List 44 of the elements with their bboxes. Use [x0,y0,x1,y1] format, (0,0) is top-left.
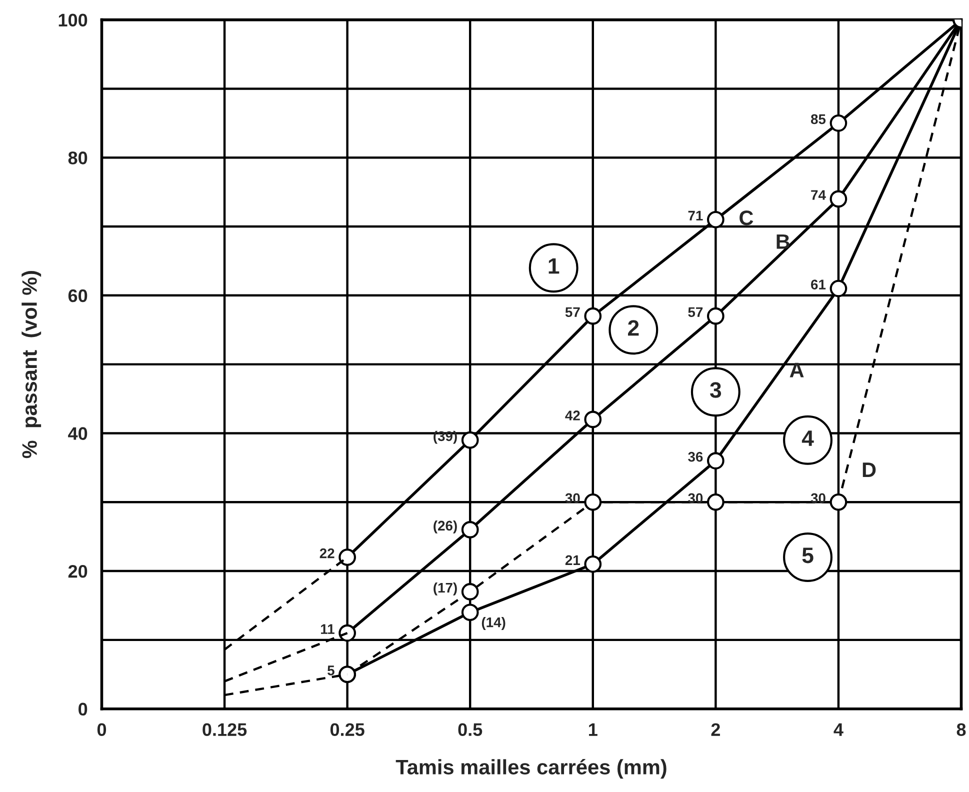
series-label: D [862,462,876,477]
x-tick-label: 1 [589,723,598,736]
data-label: (14) [482,617,506,630]
x-axis-title: Tamis mailles carrées (mm) [396,759,666,779]
data-label: (26) [434,520,457,534]
y-axis-title: % passant (vol %) [22,271,42,458]
x-tick-label: 0.25 [330,723,364,736]
data-label: 30 [565,493,580,504]
x-tick-label: 2 [711,723,720,736]
data-label: 57 [565,307,580,318]
series-label: A [790,362,804,378]
data-label: 5 [328,666,334,676]
annotation: 3 [710,382,722,398]
y-tick-label: 0 [78,702,88,716]
data-label: 61 [811,280,826,290]
annotation: 5 [802,548,814,564]
y-tick-label: 80 [68,152,88,164]
x-tick-label: 0.5 [458,723,482,736]
x-tick-label: 8 [956,723,966,736]
x-tick-label: 0 [97,723,106,736]
y-tick-label: 40 [68,427,88,440]
annotation: 2 [628,320,639,336]
data-label: (39) [434,430,457,444]
data-label: 11 [321,624,334,634]
x-tick-label: 0.125 [202,723,247,736]
series-label: C [740,210,754,226]
y-tick-label: 20 [68,564,88,578]
data-label: 22 [320,548,334,558]
data-label: (17) [434,582,457,596]
x-tick-label: 4 [834,723,844,736]
data-label: 36 [688,452,703,462]
series-label: B [776,234,790,249]
data-label: 71 [688,210,703,220]
data-label: 30 [810,493,826,504]
data-label: 85 [810,114,826,124]
data-label: 42 [565,410,580,420]
data-label: 74 [811,190,826,200]
data-label: 57 [688,307,703,318]
data-label: 30 [688,493,703,504]
data-label: 21 [565,555,580,565]
y-tick-label: 60 [68,289,88,302]
annotation: 4 [802,430,814,446]
y-tick-label: 100 [58,14,88,27]
annotation: 1 [548,258,560,274]
